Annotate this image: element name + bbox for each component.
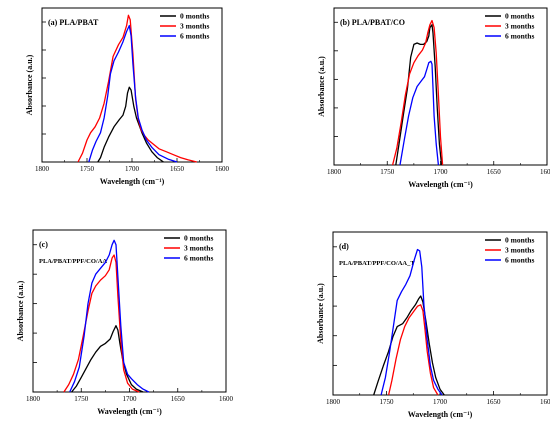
panel-b: 1800 1750 1700 1650 1600 Wavelength (cm⁻¹) Abs… [317,7,550,189]
panel-d: 1800 1750 1700 1650 1600 Wavelength (cm⁻¹) Abs… [316,231,550,419]
x-tick-label: 1800 [327,168,342,176]
x-tick-label: 1700 [434,168,449,176]
y-axis-label: Absorbance (a.u.) [25,54,34,115]
series-line-0-months [373,295,445,396]
x-axis-label: Wavelength (cm⁻¹) [408,180,473,189]
series-line-6-months [399,60,440,166]
x-axis-label: Wavelength (cm⁻¹) [100,177,165,186]
x-tick-label: 1650 [170,165,185,173]
legend-label: 3 months [184,244,213,253]
series-line-3-months [387,304,439,396]
legend-label: 6 months [184,254,213,263]
panel-subtitle: PLA/PBAT/PPF/CO/AA_T [339,260,415,267]
y-axis-label: Absorbance (a.u.) [316,283,325,344]
x-tick-label: 1700 [123,395,138,403]
x-tick-label: 1750 [74,395,89,403]
x-tick-label: 1750 [380,398,395,406]
x-tick-label: 1700 [125,165,140,173]
x-tick-label: 1650 [171,395,186,403]
panel-title: (b) PLA/PBAT/CO [340,18,405,27]
x-axis-label: Wavelength (cm⁻¹) [408,410,473,419]
x-tick-label: 1800 [26,395,41,403]
legend-label: 0 months [505,236,534,245]
series-line-0-months [71,325,144,393]
series-line-3-months [63,254,140,393]
panel-title: (d) [339,242,349,251]
legend-label: 6 months [505,32,534,41]
series-line-6-months [69,239,150,393]
series-line-6-months [380,248,443,396]
x-tick-label: 1650 [487,168,502,176]
x-tick-label: 1600 [219,395,234,403]
legend-label: 0 months [184,234,213,243]
x-tick-label: 1600 [215,165,230,173]
x-tick-label: 1800 [326,398,341,406]
legend-label: 3 months [180,22,209,31]
series-line-3-months [391,19,444,166]
x-tick-label: 1600 [540,398,550,406]
x-tick-label: 1750 [380,168,395,176]
series-line-0-months [395,24,443,166]
series-line-3-months [77,14,197,163]
legend-label: 3 months [505,22,534,31]
x-tick-label: 1800 [35,165,50,173]
panel-title: (a) PLA/PBAT [48,18,99,27]
legend-label: 6 months [505,256,534,265]
panel-a: 1800 1750 1700 1650 1600 Wavelength (cm⁻¹) Abs… [25,7,230,186]
y-axis-label: Absorbance (a.u.) [317,56,326,117]
x-tick-label: 1650 [487,398,502,406]
legend-label: 0 months [180,12,209,21]
x-tick-label: 1700 [433,398,448,406]
series-line-6-months [88,24,178,163]
legend-label: 6 months [180,32,209,41]
series-line-0-months [97,86,164,163]
legend-label: 3 months [505,246,534,255]
y-axis-label: Absorbance (a.u.) [16,280,25,341]
x-tick-label: 1600 [540,168,550,176]
panel-title: (c) [39,240,48,249]
x-tick-label: 1750 [80,165,95,173]
panel-c: 1800 1750 1700 1650 1600 Wavelength (cm⁻¹) Abs… [16,229,234,416]
x-axis-label: Wavelength (cm⁻¹) [97,407,162,416]
panel-subtitle: PLA/PBAT/PPF/CO/AA [39,258,107,265]
legend-label: 0 months [505,12,534,21]
